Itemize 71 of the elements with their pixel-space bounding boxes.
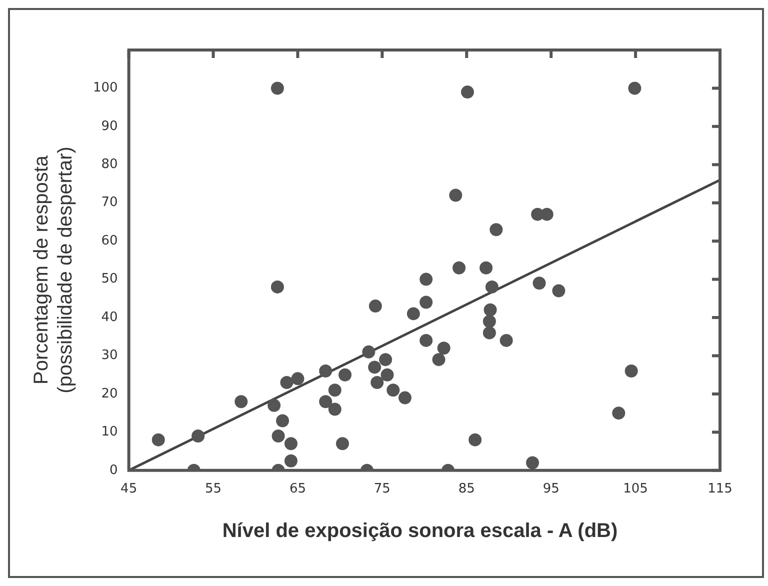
x-tick-label: 105: [623, 482, 648, 497]
point: [370, 376, 384, 389]
point: [152, 433, 165, 446]
point: [420, 272, 433, 286]
x-tick-label: 55: [204, 482, 222, 497]
point: [449, 188, 462, 202]
point: [482, 314, 496, 328]
point: [284, 437, 298, 450]
y-tick-label: 60: [101, 233, 118, 248]
y-tick-label: 90: [101, 118, 118, 134]
point: [270, 280, 284, 294]
point: [532, 276, 546, 290]
point: [328, 402, 342, 416]
point: [270, 82, 284, 95]
point: [437, 342, 450, 355]
point: [192, 430, 205, 443]
point: [398, 391, 412, 404]
point: [336, 437, 349, 450]
point: [362, 345, 376, 358]
x-tick-label: 85: [458, 482, 475, 497]
point: [291, 372, 304, 386]
y-tick-label: 20: [101, 386, 118, 402]
y-tick-label: 10: [101, 424, 118, 440]
x-axis-title: Nível de exposição sonora escala - A (dB): [221, 520, 619, 543]
point: [490, 223, 503, 236]
point: [272, 430, 285, 443]
point: [368, 360, 382, 374]
point: [500, 334, 513, 347]
point: [482, 326, 496, 340]
y-axis-title: Porcentagem de resposta (possibilidade de despertar): [29, 146, 77, 394]
point: [379, 353, 392, 366]
y-tick-label: 80: [101, 157, 118, 172]
point: [338, 368, 352, 382]
point: [380, 368, 394, 382]
point: [406, 307, 420, 320]
point: [280, 376, 294, 389]
y-tick-label: 40: [101, 310, 118, 325]
point: [234, 395, 248, 408]
point: [628, 82, 642, 95]
point: [420, 334, 433, 347]
point: [420, 296, 433, 309]
y-tick-label: 0: [110, 462, 118, 478]
x-tick-label: 65: [289, 482, 306, 497]
point: [485, 280, 498, 294]
y-tick-label: 50: [101, 272, 118, 287]
point: [319, 364, 332, 378]
y-tick-label: 100: [92, 80, 118, 96]
point: [480, 261, 493, 274]
point: [460, 86, 474, 99]
point: [284, 454, 298, 468]
point: [540, 208, 554, 221]
point: [276, 414, 290, 428]
point: [452, 261, 466, 274]
point: [624, 364, 638, 378]
point: [319, 395, 332, 408]
point: [526, 456, 540, 470]
point: [328, 384, 342, 397]
point: [268, 398, 281, 412]
y-tick-label: 70: [101, 195, 118, 210]
point: [552, 284, 566, 298]
y-tick-label: 30: [101, 348, 118, 364]
point: [368, 300, 382, 313]
point: [468, 433, 482, 446]
point: [432, 353, 446, 366]
point: [484, 303, 497, 316]
x-tick-label: 95: [542, 482, 560, 497]
point: [386, 384, 400, 397]
x-tick-label: 45: [120, 482, 138, 497]
x-tick-label: 75: [374, 482, 390, 497]
x-tick-label: 115: [708, 482, 732, 497]
point: [612, 406, 626, 420]
